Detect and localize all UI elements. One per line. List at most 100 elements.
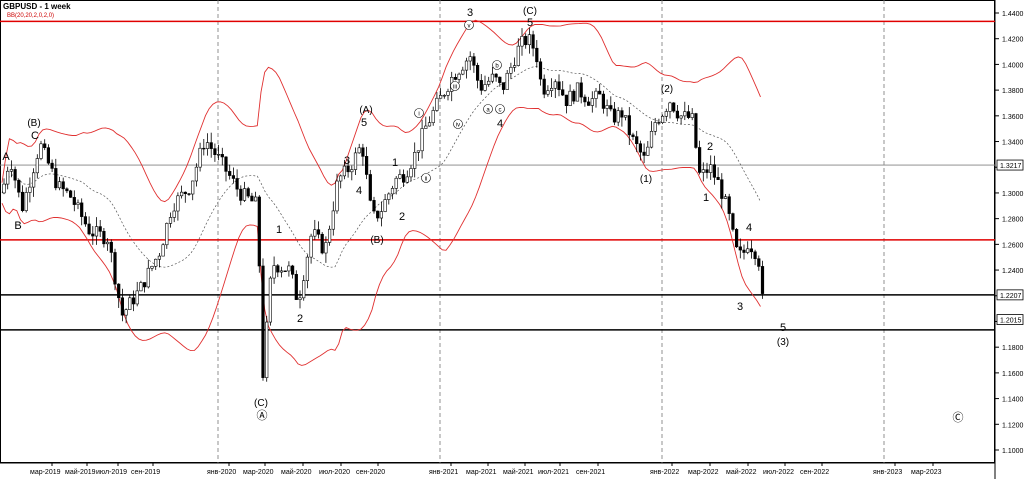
candle-down: [228, 171, 232, 176]
candle-up: [668, 102, 672, 112]
candle-up: [342, 165, 347, 177]
candle-up: [28, 186, 32, 193]
candle-up: [76, 202, 80, 205]
wave-label: 4: [746, 222, 752, 234]
x-tick-label: май-2021: [503, 468, 534, 476]
candle-up: [653, 122, 657, 132]
candle-up: [487, 80, 491, 85]
candle-down: [635, 136, 639, 145]
candle-down: [542, 78, 546, 95]
y-tick-label: 1.1200: [1002, 422, 1024, 429]
wave-label: C: [31, 130, 39, 142]
candle-down: [694, 113, 698, 148]
x-tick-label: май-2019: [65, 468, 96, 476]
candle-up: [664, 111, 668, 117]
y-tick-label: 1.2600: [1002, 242, 1024, 249]
candle-up: [35, 158, 39, 174]
candle-down: [738, 246, 742, 251]
candle-up: [194, 166, 199, 182]
candle-down: [716, 177, 720, 180]
x-tick-label: июл-2020: [319, 469, 350, 476]
candle-down: [742, 249, 746, 253]
candle-up: [272, 265, 276, 279]
candle-up: [324, 242, 328, 254]
wave-label: 5: [361, 117, 367, 129]
x-tick-label: сен-2022: [800, 469, 829, 476]
candle-down: [672, 102, 676, 112]
x-tick-label: янв-2023: [873, 469, 902, 476]
x-tick-label: сен-2019: [131, 469, 160, 476]
y-tick-label: 1.1000: [1002, 448, 1024, 455]
wave-label: (C): [523, 6, 537, 17]
price-badge-box: [996, 289, 1024, 301]
candle-down: [183, 191, 187, 195]
candle-up: [287, 265, 291, 272]
candle-up: [461, 69, 465, 75]
candle-up: [350, 169, 354, 173]
x-tick-label: май-2020: [281, 468, 312, 476]
wave-label: v: [468, 24, 471, 30]
wave-label-circle: [464, 20, 474, 30]
candle-down: [143, 282, 147, 288]
candle-down: [757, 258, 761, 267]
candle-down: [187, 193, 191, 195]
candle-up: [327, 228, 332, 243]
wave-label: (B): [27, 118, 40, 129]
candle-up: [268, 277, 273, 323]
candle-up: [31, 172, 36, 188]
candle-down: [657, 122, 661, 124]
candle-down: [494, 73, 498, 78]
candle-up: [302, 280, 306, 299]
candle-down: [572, 90, 576, 102]
wave-label: (C): [254, 398, 268, 409]
candle-up: [154, 258, 158, 267]
candle-down: [294, 274, 298, 300]
candle-up: [701, 169, 705, 173]
price-badge: 1.3217: [1000, 163, 1022, 170]
candle-down: [557, 81, 561, 90]
wave-label: iii: [453, 85, 457, 91]
y-tick-label: 1.2400: [1002, 268, 1024, 275]
candle-down: [720, 179, 724, 199]
candle-up: [409, 168, 413, 178]
y-tick-label: 1.3000: [1002, 191, 1024, 198]
candle-up: [442, 95, 446, 97]
candle-down: [83, 216, 87, 225]
candle-up: [549, 87, 554, 91]
candle-down: [642, 151, 646, 156]
candle-up: [298, 297, 302, 300]
candle-up: [438, 95, 443, 99]
price-badge-box: [996, 314, 1024, 325]
candle-up: [483, 84, 487, 91]
wave-label: 4: [356, 185, 362, 197]
y-tick-label: 1.1400: [1002, 397, 1024, 404]
wave-label: 3: [467, 7, 473, 19]
candle-up: [509, 66, 513, 74]
candle-down: [72, 197, 76, 205]
candle-down: [131, 297, 136, 305]
candle-down: [583, 96, 587, 103]
candle-up: [516, 45, 520, 66]
candle-up: [309, 235, 313, 258]
candle-down: [54, 168, 58, 189]
wave-label: a: [486, 108, 490, 114]
candle-down: [686, 111, 691, 118]
candle-down: [731, 213, 735, 230]
candle-down: [257, 196, 261, 267]
candle-down: [202, 147, 206, 150]
candle-up: [594, 90, 598, 99]
candle-up: [690, 113, 694, 118]
candle-up: [94, 226, 99, 237]
candle-down: [364, 156, 369, 175]
candle-down: [261, 265, 265, 378]
candle-down: [361, 147, 365, 157]
candle-down: [320, 233, 324, 254]
candle-up: [205, 142, 210, 149]
candle-down: [65, 188, 69, 192]
candle-up: [527, 34, 531, 46]
wave-label-circle: [421, 173, 431, 183]
candle-down: [705, 169, 709, 173]
candle-up: [435, 97, 439, 111]
wave-label: B: [14, 220, 21, 232]
